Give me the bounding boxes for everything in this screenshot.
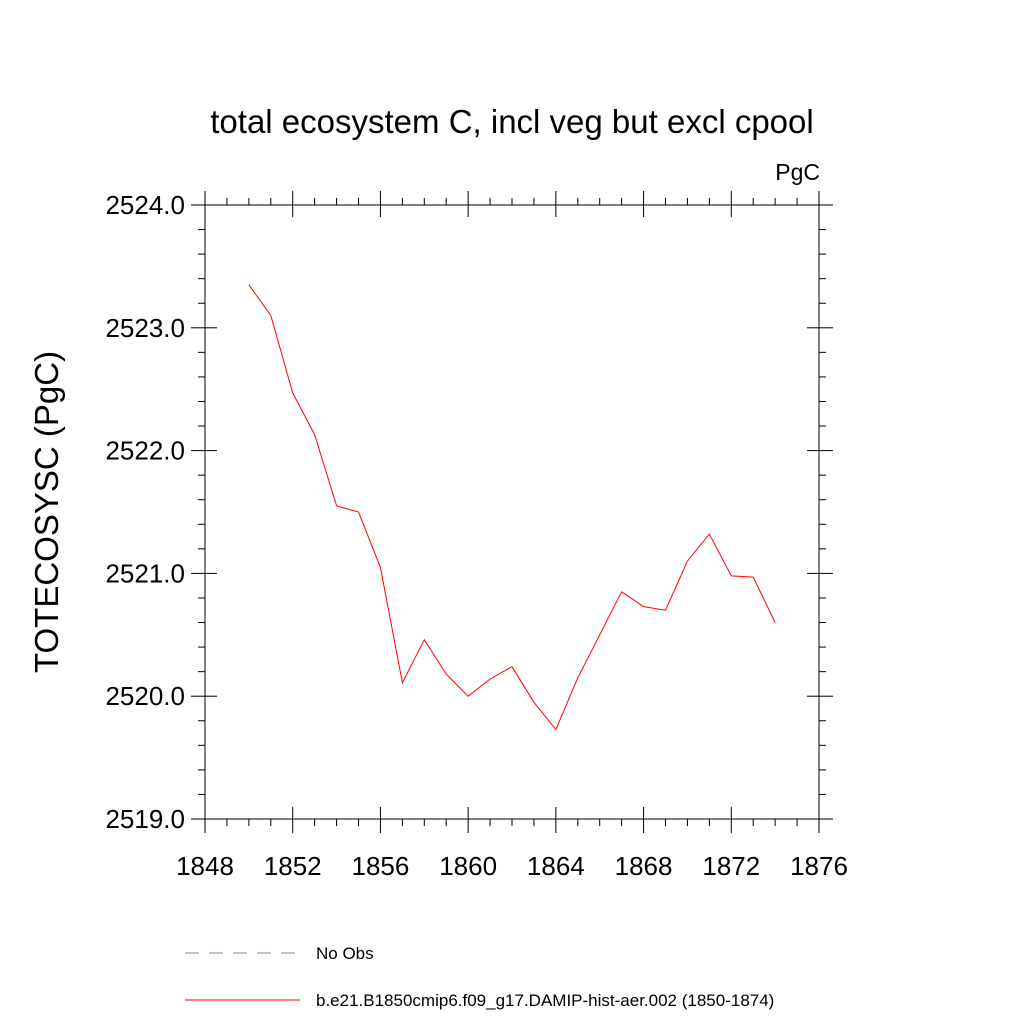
chart-title: total ecosystem C, incl veg but excl cpo…: [210, 103, 813, 140]
x-tick-label: 1876: [790, 851, 848, 881]
legend-label-no-obs: No Obs: [316, 944, 374, 963]
y-tick-labels: 2519.0 2520.0 2521.0 2522.0 2523.0 2524.0: [105, 190, 185, 834]
x-tick-label: 1852: [264, 851, 322, 881]
x-tick-labels: 1848 1852 1856 1860 1864 1868 1872 1876: [176, 851, 848, 881]
y-tick-label: 2522.0: [105, 436, 185, 466]
data-series: [248, 284, 776, 731]
x-tick-label: 1860: [439, 851, 497, 881]
y-tick-label: 2520.0: [105, 681, 185, 711]
legend-label-series: b.e21.B1850cmip6.f09_g17.DAMIP-hist-aer.…: [316, 991, 774, 1010]
series-line-0: [248, 284, 776, 731]
axis-ticks: [191, 191, 833, 833]
y-tick-label: 2519.0: [105, 804, 185, 834]
x-tick-label: 1856: [352, 851, 410, 881]
y-tick-label: 2521.0: [105, 558, 185, 588]
x-tick-label: 1848: [176, 851, 234, 881]
x-tick-label: 1872: [702, 851, 760, 881]
plot-frame: [204, 204, 820, 820]
y-tick-label: 2524.0: [105, 190, 185, 220]
y-axis-label: TOTECOSYSC (PgC): [28, 351, 65, 673]
x-tick-label: 1868: [615, 851, 673, 881]
x-tick-label: 1864: [527, 851, 585, 881]
units-label: PgC: [775, 159, 820, 185]
legend: No Obs b.e21.B1850cmip6.f09_g17.DAMIP-hi…: [185, 944, 774, 1010]
y-tick-label: 2523.0: [105, 313, 185, 343]
